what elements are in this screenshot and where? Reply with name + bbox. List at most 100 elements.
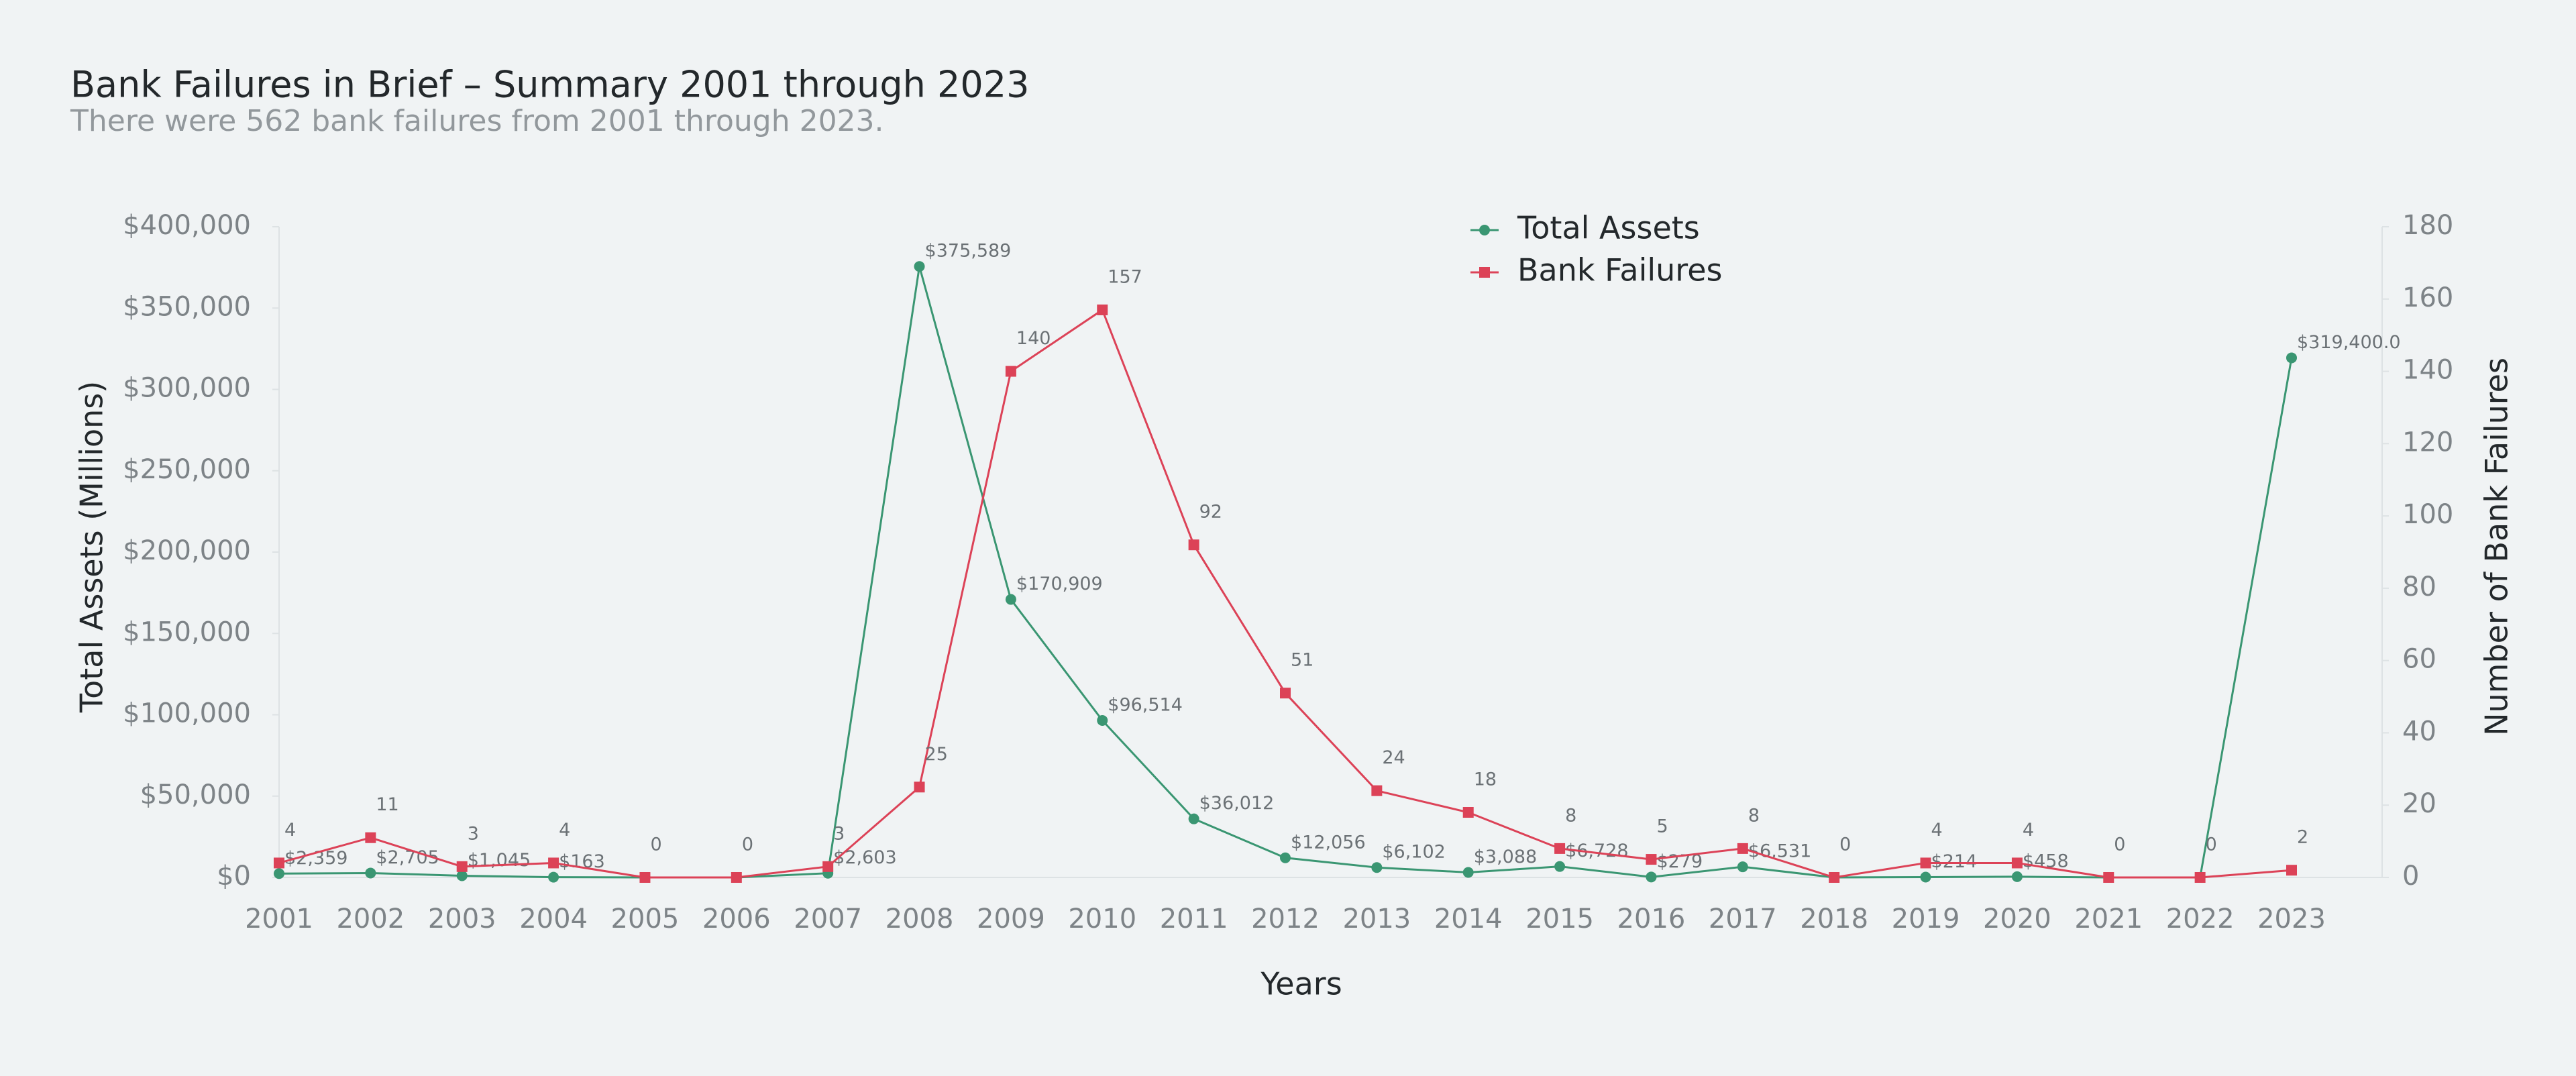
x-tick-label: 2007	[794, 904, 862, 934]
y2-tick-label: 100	[2402, 499, 2453, 530]
value-label: 18	[1474, 769, 1497, 790]
value-label: $170,909	[1016, 574, 1103, 594]
x-tick-label: 2017	[1709, 904, 1777, 934]
x-tick-label: 2002	[336, 904, 405, 934]
value-label: 11	[376, 794, 398, 815]
x-tick-label: 2012	[1251, 904, 1320, 934]
y2-tick-label: 40	[2402, 716, 2436, 747]
marker	[2103, 872, 2114, 883]
value-label: $319,400.0	[2297, 332, 2401, 353]
value-label: 0	[2114, 835, 2125, 855]
value-label: 24	[1382, 747, 1405, 768]
y2-tick-label: 80	[2402, 572, 2436, 602]
y-tick-label: $300,000	[123, 373, 251, 404]
marker	[1737, 861, 1748, 873]
marker	[1371, 785, 1383, 796]
value-label: 0	[2206, 835, 2217, 855]
value-label: 140	[1016, 328, 1051, 349]
legend-marker	[1479, 267, 1490, 278]
value-label: 8	[1565, 805, 1576, 826]
legend-marker	[1479, 225, 1490, 235]
y2-tick-label: 140	[2402, 355, 2453, 386]
marker	[1280, 852, 1291, 863]
marker	[2194, 872, 2206, 883]
x-tick-label: 2019	[1892, 904, 1960, 934]
marker	[1737, 843, 1748, 854]
marker	[731, 872, 742, 883]
value-label: 4	[1931, 820, 1943, 841]
x-tick-label: 2011	[1160, 904, 1228, 934]
y-tick-label: $400,000	[123, 210, 251, 241]
value-label: $3,088	[1474, 847, 1537, 867]
chart-title: Bank Failures in Brief – Summary 2001 th…	[70, 64, 1029, 106]
chart-subtitle: There were 562 bank failures from 2001 t…	[70, 104, 884, 138]
y-tick-label: $350,000	[123, 291, 251, 322]
x-tick-label: 2023	[2257, 904, 2326, 934]
y2-tick-label: 120	[2402, 427, 2453, 458]
value-label: 8	[1748, 805, 1760, 826]
x-tick-label: 2015	[1525, 904, 1594, 934]
y2-tick-label: 180	[2402, 210, 2453, 241]
value-label: $2,603	[833, 847, 896, 868]
value-label: $6,102	[1382, 842, 1445, 863]
marker	[1188, 813, 1199, 824]
value-label: 0	[742, 835, 753, 855]
value-label: 51	[1291, 650, 1313, 671]
marker	[1462, 807, 1474, 818]
x-tick-label: 2003	[428, 904, 496, 934]
legend-label: Total Assets	[1517, 210, 1700, 246]
value-label: $6,531	[1748, 841, 1811, 862]
x-tick-label: 2005	[611, 904, 680, 934]
value-label: $375,589	[925, 241, 1012, 262]
y-tick-label: $0	[217, 861, 251, 892]
marker	[1554, 861, 1566, 872]
marker	[1646, 871, 1657, 883]
marker	[639, 872, 651, 883]
x-tick-label: 2020	[1983, 904, 2051, 934]
marker	[456, 870, 468, 881]
marker	[456, 861, 468, 872]
marker	[548, 857, 559, 869]
value-label: 4	[284, 820, 296, 841]
marker	[1920, 857, 1931, 869]
value-label: $458	[2023, 851, 2069, 871]
marker	[1280, 688, 1291, 699]
legend-label: Bank Failures	[1517, 252, 1722, 288]
value-label: 157	[1108, 266, 1142, 287]
value-label: 2	[2297, 827, 2308, 848]
marker	[365, 832, 376, 843]
marker	[274, 868, 284, 879]
x-tick-label: 2013	[1342, 904, 1411, 934]
value-label: 0	[1839, 835, 1851, 855]
x-tick-label: 2016	[1617, 904, 1686, 934]
value-label: 3	[468, 823, 479, 844]
marker	[2011, 871, 2023, 882]
value-label: 25	[925, 744, 948, 765]
marker	[1097, 304, 1108, 315]
x-tick-label: 2014	[1434, 904, 1503, 934]
y2-tick-label: 0	[2402, 861, 2419, 892]
y2-tick-label: 60	[2402, 644, 2436, 675]
x-tick-label: 2018	[1800, 904, 1868, 934]
x-tick-label: 2004	[519, 904, 588, 934]
marker	[2286, 352, 2297, 364]
marker	[914, 261, 925, 272]
y-axis-title: Total Assets (Millions)	[74, 381, 110, 713]
value-label: $163	[559, 851, 605, 872]
x-axis-title: Years	[1260, 966, 1342, 1002]
value-label: 0	[650, 835, 661, 855]
value-label: $214	[1931, 851, 1978, 872]
y2-tick-label: 160	[2402, 282, 2453, 313]
value-label: $2,705	[376, 847, 439, 868]
y-tick-label: $200,000	[123, 535, 251, 566]
marker	[822, 861, 834, 872]
marker	[1097, 714, 1108, 726]
marker	[1005, 366, 1016, 377]
y-tick-label: $100,000	[123, 698, 251, 729]
marker	[914, 782, 925, 793]
marker	[1554, 843, 1566, 854]
marker	[1646, 854, 1657, 865]
x-tick-label: 2009	[977, 904, 1045, 934]
marker	[1371, 862, 1383, 873]
